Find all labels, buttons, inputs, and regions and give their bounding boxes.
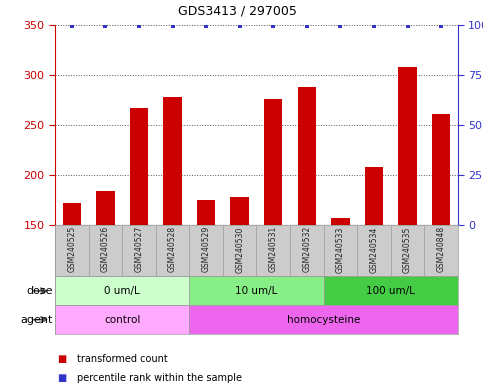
Bar (398, 67, 417, 225)
Bar (163, 97, 182, 225)
Bar (96, 191, 114, 225)
Bar (230, 197, 249, 225)
Text: GSM240531: GSM240531 (269, 226, 278, 272)
Text: GSM240530: GSM240530 (235, 226, 244, 273)
Text: GSM240533: GSM240533 (336, 226, 345, 273)
Text: GDS3413 / 297005: GDS3413 / 297005 (178, 4, 297, 17)
Text: GSM240532: GSM240532 (302, 226, 312, 272)
Bar (130, 108, 148, 225)
Text: percentile rank within the sample: percentile rank within the sample (77, 373, 242, 383)
Bar (324, 276, 458, 305)
Bar (55, 305, 189, 334)
Text: ■: ■ (57, 373, 67, 383)
Bar (55, 276, 189, 305)
Bar (63, 203, 81, 225)
Text: GSM240535: GSM240535 (403, 226, 412, 273)
Text: GSM240525: GSM240525 (67, 226, 76, 272)
Text: homocysteine: homocysteine (287, 314, 360, 325)
Text: agent: agent (20, 314, 53, 325)
Text: dose: dose (26, 286, 53, 296)
Text: ■: ■ (57, 354, 67, 364)
Text: control: control (104, 314, 141, 325)
Bar (197, 200, 215, 225)
Bar (264, 99, 283, 225)
Text: GSM240534: GSM240534 (369, 226, 379, 273)
Bar (189, 276, 324, 305)
Bar (189, 305, 458, 334)
Text: GSM240528: GSM240528 (168, 226, 177, 272)
Bar (432, 114, 450, 225)
Bar (298, 87, 316, 225)
Text: 0 um/L: 0 um/L (104, 286, 140, 296)
Text: GSM240529: GSM240529 (201, 226, 211, 272)
Bar (331, 218, 350, 225)
Text: transformed count: transformed count (77, 354, 168, 364)
Text: 100 um/L: 100 um/L (366, 286, 415, 296)
Text: GSM240848: GSM240848 (437, 226, 446, 272)
Text: GSM240526: GSM240526 (101, 226, 110, 272)
Bar (365, 167, 383, 225)
Text: 10 um/L: 10 um/L (235, 286, 278, 296)
Text: GSM240527: GSM240527 (134, 226, 143, 272)
